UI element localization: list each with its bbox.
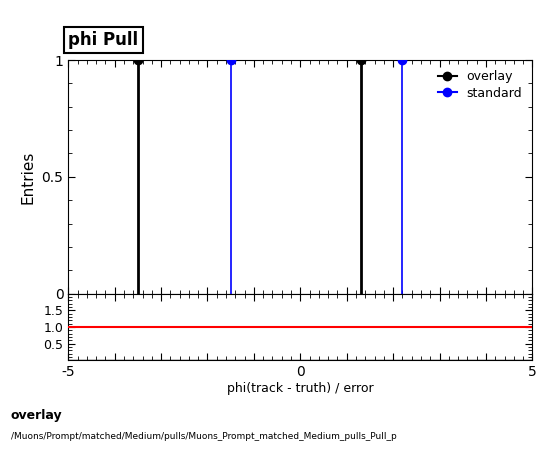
- X-axis label: phi(track - truth) / error: phi(track - truth) / error: [227, 382, 373, 395]
- Legend: overlay, standard: overlay, standard: [434, 67, 526, 103]
- Y-axis label: Entries: Entries: [21, 150, 36, 204]
- Text: /Muons/Prompt/matched/Medium/pulls/Muons_Prompt_matched_Medium_pulls_Pull_p: /Muons/Prompt/matched/Medium/pulls/Muons…: [11, 432, 397, 441]
- Text: overlay: overlay: [11, 409, 63, 422]
- Text: phi Pull: phi Pull: [68, 31, 138, 49]
